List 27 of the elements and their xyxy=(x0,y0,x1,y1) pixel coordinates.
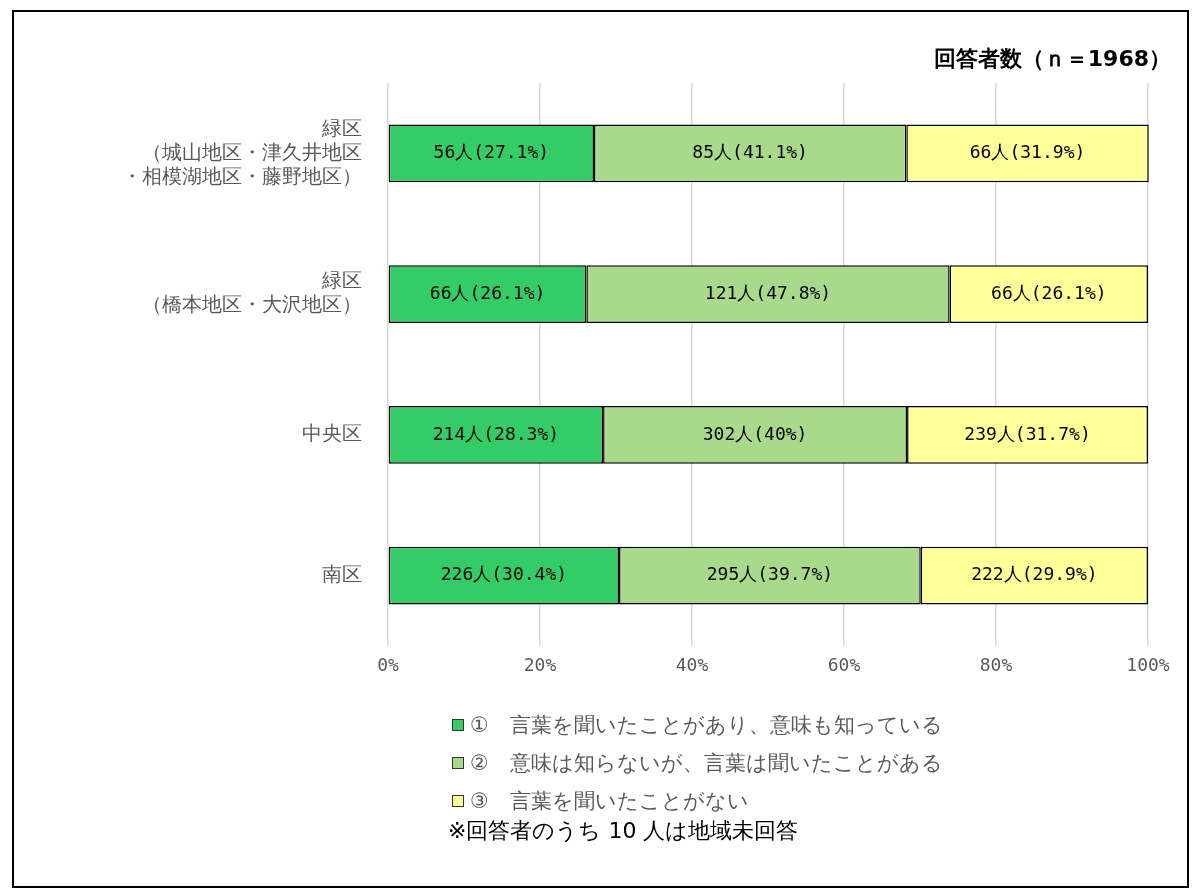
data-label: 66人(26.1%) xyxy=(991,281,1107,303)
y-tick-label: 南区 xyxy=(322,561,362,586)
data-label: 295人(39.7%) xyxy=(706,563,834,585)
x-tick-label: 40% xyxy=(675,654,709,676)
x-tick-label: 20% xyxy=(523,654,557,676)
data-label: 226人(30.4%) xyxy=(440,563,568,585)
legend-label: ① 言葉を聞いたことがあり、意味も知っている xyxy=(470,712,943,739)
x-tick-label: 80% xyxy=(979,654,1013,676)
chart-title: 回答者数（ｎ＝1968） xyxy=(933,45,1171,73)
y-tick-label: 中央区 xyxy=(302,421,362,446)
data-label: 121人(47.8%) xyxy=(704,281,832,303)
legend-label: ③ 言葉を聞いたことがない xyxy=(470,788,749,815)
data-label: 85人(41.1%) xyxy=(692,141,808,163)
data-label: 302人(40%) xyxy=(702,422,808,444)
data-label: 239人(31.7%) xyxy=(964,422,1091,444)
legend-label: ② 意味は知らないが、言葉は聞いたことがある xyxy=(470,750,943,777)
x-tick-label: 100% xyxy=(1126,654,1170,676)
text: ※回答者のうち 10 人は地域未回答 xyxy=(448,817,800,845)
y-tick-label: 緑区（橋本地区・大沢地区） xyxy=(142,268,362,317)
data-label: 66人(31.9%) xyxy=(969,141,1086,163)
data-label: 222人(29.9%) xyxy=(971,563,1098,585)
x-tick-label: 0% xyxy=(377,654,399,676)
y-tick-label: 緑区（城山地区・津久井地区・相模湖地区・藤野地区） xyxy=(122,115,362,188)
data-label: 214人(28.3%) xyxy=(432,422,560,444)
data-label: 66人(26.1%) xyxy=(429,281,546,303)
x-tick-label: 60% xyxy=(827,654,861,676)
data-label: 56人(27.1%) xyxy=(433,141,550,163)
